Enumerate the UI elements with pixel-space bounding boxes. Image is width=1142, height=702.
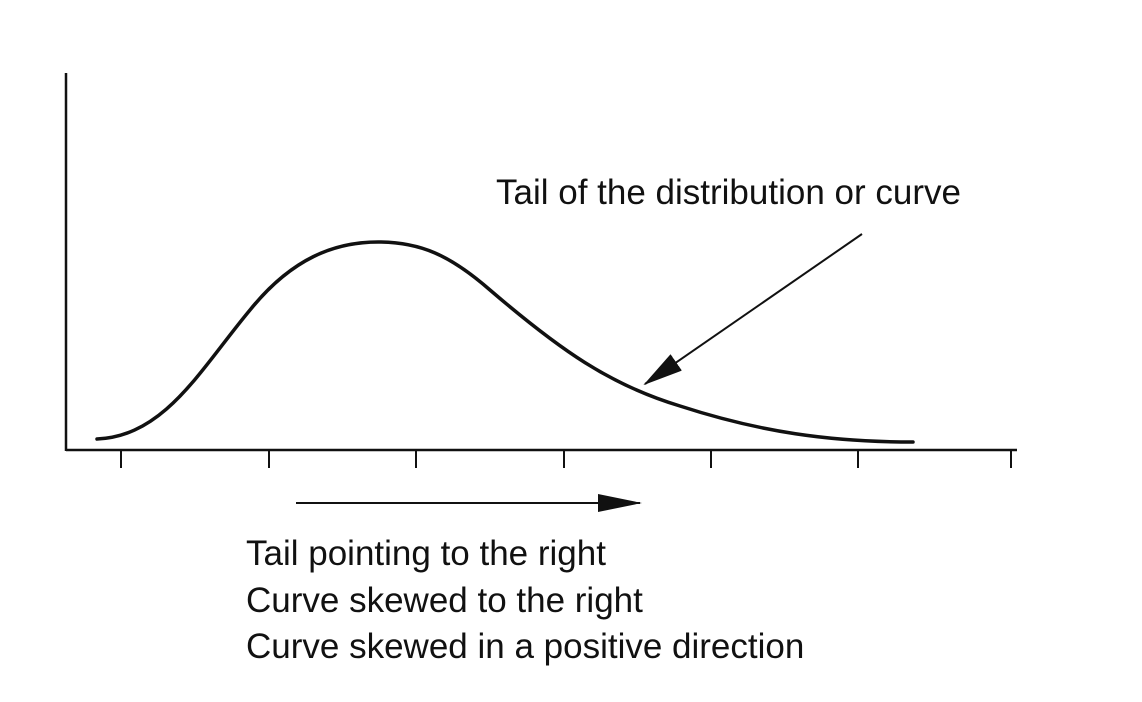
caption-line: Curve skewed in a positive direction bbox=[246, 627, 804, 666]
skewed-distribution-curve bbox=[95, 240, 915, 444]
caption: Tail pointing to the right Curve skewed … bbox=[246, 534, 804, 666]
x-axis-ticks bbox=[120, 450, 1012, 468]
caption-line: Tail pointing to the right bbox=[246, 534, 606, 573]
caption-line: Curve skewed to the right bbox=[246, 581, 643, 620]
tail-pointer-arrow bbox=[643, 233, 863, 386]
tail-label: Tail of the distribution or curve bbox=[496, 173, 961, 212]
